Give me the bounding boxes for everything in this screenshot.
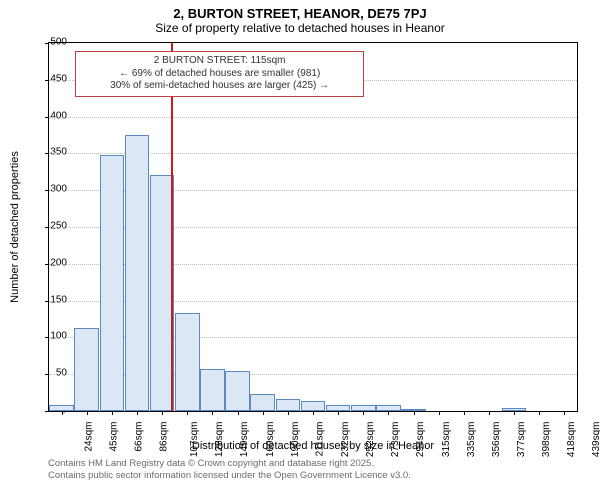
x-tick-mark bbox=[187, 411, 188, 415]
x-tick-mark bbox=[388, 411, 389, 415]
annot-line2: ← 69% of detached houses are smaller (98… bbox=[82, 68, 357, 81]
histogram-bar bbox=[225, 371, 250, 411]
histogram-bar bbox=[74, 328, 99, 411]
histogram-bar bbox=[175, 313, 200, 411]
histogram-bar bbox=[200, 369, 225, 411]
histogram-bar bbox=[100, 155, 125, 411]
x-tick-mark bbox=[514, 411, 515, 415]
y-tick-mark bbox=[45, 264, 49, 265]
footer-line-1: Contains HM Land Registry data © Crown c… bbox=[48, 458, 578, 470]
annotation-box: 2 BURTON STREET: 115sqm← 69% of detached… bbox=[75, 51, 364, 97]
chart-container: 2, BURTON STREET, HEANOR, DE75 7PJ Size … bbox=[0, 0, 600, 500]
y-tick-mark bbox=[45, 411, 49, 412]
histogram-bar bbox=[250, 394, 275, 411]
x-tick-mark bbox=[263, 411, 264, 415]
footer-line-2: Contains public sector information licen… bbox=[48, 470, 578, 482]
y-tick-mark bbox=[45, 374, 49, 375]
x-tick-mark bbox=[162, 411, 163, 415]
x-tick-mark bbox=[137, 411, 138, 415]
y-tick-mark bbox=[45, 227, 49, 228]
x-tick-mark bbox=[62, 411, 63, 415]
histogram-bar bbox=[125, 135, 150, 411]
x-tick-mark bbox=[489, 411, 490, 415]
x-tick-mark bbox=[414, 411, 415, 415]
histogram-bar bbox=[276, 399, 301, 411]
footer: Contains HM Land Registry data © Crown c… bbox=[48, 458, 578, 482]
x-tick-mark bbox=[112, 411, 113, 415]
plot-area: 2 BURTON STREET: 115sqm← 69% of detached… bbox=[48, 42, 578, 412]
marker-line bbox=[171, 43, 173, 411]
x-tick-mark bbox=[363, 411, 364, 415]
x-tick-mark bbox=[87, 411, 88, 415]
y-tick-mark bbox=[45, 301, 49, 302]
x-tick-mark bbox=[313, 411, 314, 415]
y-tick-mark bbox=[45, 153, 49, 154]
x-axis-label: Distribution of detached houses by size … bbox=[48, 440, 578, 452]
x-tick-mark bbox=[564, 411, 565, 415]
y-tick-mark bbox=[45, 80, 49, 81]
x-tick-mark bbox=[288, 411, 289, 415]
y-tick-mark bbox=[45, 190, 49, 191]
x-tick-mark bbox=[439, 411, 440, 415]
y-tick-mark bbox=[45, 117, 49, 118]
x-tick-label: 439sqm bbox=[592, 422, 600, 458]
title-line-2: Size of property relative to detached ho… bbox=[0, 21, 600, 39]
x-tick-mark bbox=[338, 411, 339, 415]
y-axis-label: Number of detached properties bbox=[8, 42, 22, 412]
y-tick-mark bbox=[45, 337, 49, 338]
y-tick-mark bbox=[45, 43, 49, 44]
x-tick-mark bbox=[212, 411, 213, 415]
gridline bbox=[49, 117, 577, 118]
annot-line1: 2 BURTON STREET: 115sqm bbox=[82, 55, 357, 68]
x-tick-mark bbox=[539, 411, 540, 415]
x-tick-mark bbox=[238, 411, 239, 415]
histogram-bar bbox=[301, 401, 326, 411]
annot-line3: 30% of semi-detached houses are larger (… bbox=[82, 80, 357, 93]
title-line-1: 2, BURTON STREET, HEANOR, DE75 7PJ bbox=[0, 0, 600, 21]
x-tick-mark bbox=[464, 411, 465, 415]
